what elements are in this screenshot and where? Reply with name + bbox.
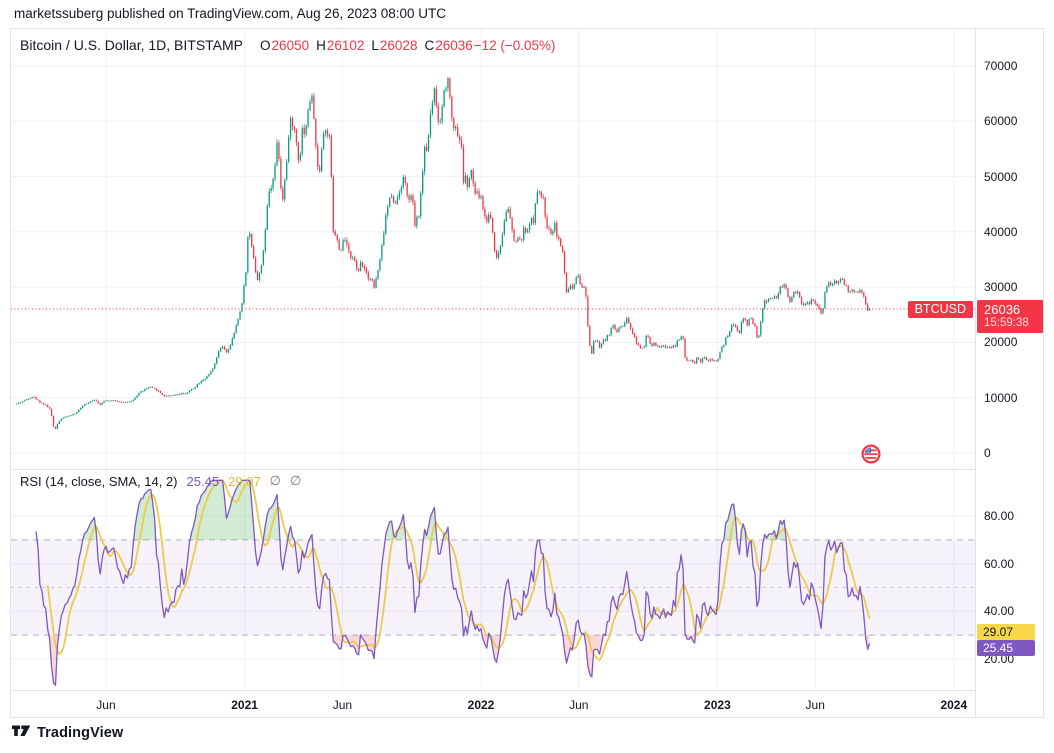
rsi-tick-label: 80.00 <box>984 509 1015 523</box>
footer: TradingView <box>12 724 123 741</box>
symbol-title-row[interactable]: Bitcoin / U.S. Dollar, 1D, BITSTAMP O 26… <box>20 35 556 55</box>
rsi-tick-label: 40.00 <box>984 604 1015 619</box>
price-axis[interactable]: 70000 60000 50000 40000 30000 20000 10000 0 80.0… <box>976 29 1043 690</box>
price-tick-label: 0 <box>984 446 991 460</box>
time-tick-label: Jun <box>96 698 116 712</box>
time-axis[interactable]: Jun 2021 Jun 2022 Jun 2023 Jun 2024 <box>11 690 975 717</box>
empty-set-icon[interactable]: ∅ <box>269 473 281 488</box>
rsi-line <box>35 479 871 686</box>
price-tick-label: 60000 <box>984 114 1018 129</box>
time-tick-label: Jun <box>569 698 589 712</box>
ohlc-change: −12 (−0.05%) <box>473 37 556 53</box>
time-tick-label: Jun <box>332 698 353 712</box>
ohlc-high-label: H <box>316 37 326 53</box>
ohlc-low-label: L <box>371 37 379 53</box>
last-price-value: 26036 <box>984 302 1021 317</box>
ohlc-close-label: C <box>424 37 435 53</box>
ohlc-close-value: 26036 <box>435 37 473 53</box>
price-axis-separator <box>975 29 976 717</box>
ohlc-high-value: 26102 <box>326 37 365 53</box>
rsi-tick-label: 60.00 <box>984 556 1015 571</box>
price-tick-label: 40000 <box>984 224 1018 239</box>
rsi-overbought-fill <box>36 480 787 540</box>
rsi-ma-value: 29.07 <box>228 473 261 489</box>
candle-bodies-down <box>33 78 869 429</box>
ohlc-readout: O 26050 H 26102 L 26028 C 26036 −12 (−0.… <box>253 38 556 53</box>
us-flag-event-icon[interactable] <box>861 444 881 464</box>
candle-bodies-up <box>15 78 871 429</box>
tradingview-logo-icon[interactable] <box>12 724 31 741</box>
pane-divider[interactable] <box>11 469 1043 470</box>
chart-widget: Bitcoin / U.S. Dollar, 1D, BITSTAMP O 26… <box>10 28 1044 718</box>
price-tick-label: 70000 <box>984 59 1018 73</box>
price-tick-label: 50000 <box>984 169 1018 184</box>
tradingview-brand[interactable]: TradingView <box>37 724 124 741</box>
chart-canvas[interactable] <box>11 29 975 717</box>
symbol-title[interactable]: Bitcoin / U.S. Dollar, 1D, BITSTAMP <box>20 37 244 53</box>
time-tick-label: 2023 <box>704 698 731 712</box>
candle-wicks-down <box>33 77 869 430</box>
rsi-band <box>11 539 975 636</box>
empty-set-icon[interactable]: ∅ <box>289 473 302 488</box>
ohlc-open-label: O <box>260 37 271 53</box>
ohlc-low-value: 26028 <box>379 37 418 53</box>
rsi-value: 25.45 <box>186 473 220 489</box>
rsi-ma-badge: 29.07 <box>977 624 1035 640</box>
rsi-header: RSI (14, close, SMA, 14, 2) 25.45 29.07 … <box>20 472 301 490</box>
price-tick-label: 30000 <box>984 280 1018 295</box>
countdown-timer: 15:59:38 <box>984 317 1029 329</box>
time-tick-label: 2024 <box>940 698 968 712</box>
last-price-symbol-label: BTCUSD <box>907 301 973 318</box>
attribution-text: marketssuberg published on TradingView.c… <box>14 6 447 21</box>
price-tick-label: 20000 <box>984 335 1018 350</box>
price-tick-label: 10000 <box>984 390 1018 405</box>
last-price-badge: 26036 15:59:38 <box>977 300 1043 333</box>
ohlc-open-value: 26050 <box>271 37 310 53</box>
rsi-title[interactable]: RSI (14, close, SMA, 14, 2) <box>20 473 178 489</box>
time-tick-label: 2022 <box>467 698 495 712</box>
rsi-ma-line <box>46 479 871 661</box>
time-tick-label: 2021 <box>231 698 258 712</box>
time-tick-label: Jun <box>805 698 825 712</box>
candle-wicks-up <box>16 77 870 430</box>
rsi-value-badge: 25.45 <box>977 640 1035 656</box>
